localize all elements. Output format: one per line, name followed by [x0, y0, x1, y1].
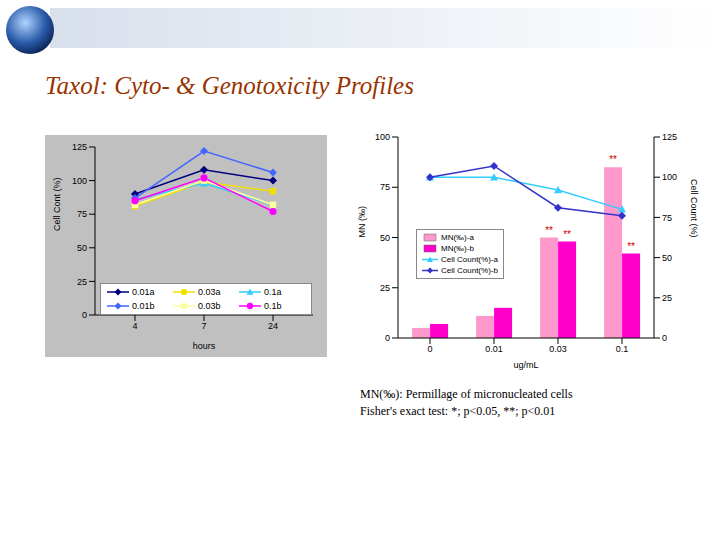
svg-text:0: 0	[82, 310, 87, 320]
svg-text:**: **	[627, 241, 635, 252]
svg-text:100: 100	[375, 132, 390, 142]
html-text:0.1b: 0.1b	[264, 301, 282, 311]
svg-text:25: 25	[380, 283, 390, 293]
svg-text:0: 0	[385, 333, 390, 343]
html-text:0.01a: 0.01a	[132, 287, 155, 297]
svg-text:25: 25	[77, 277, 87, 287]
svg-text:**: **	[545, 225, 553, 236]
html-text:0.03a: 0.03a	[198, 287, 221, 297]
html-text:MN(‰)-b: MN(‰)-b	[441, 244, 474, 253]
svg-text:25: 25	[662, 293, 672, 303]
html-text:Fisher's exact test: *; p<0.05: Fisher's exact test: *; p<0.05, **; p<0.…	[360, 404, 556, 418]
svg-text:50: 50	[380, 233, 390, 243]
svg-text:0.03: 0.03	[549, 344, 567, 354]
html-text:Cell Count(%)-b: Cell Count(%)-b	[441, 266, 498, 275]
svg-text:7: 7	[201, 321, 206, 331]
html-text:MN(‰)-a: MN(‰)-a	[441, 233, 474, 242]
svg-text:24: 24	[268, 321, 278, 331]
svg-text:75: 75	[662, 213, 672, 223]
svg-text:Cell Cont (%): Cell Cont (%)	[52, 177, 62, 231]
html-text:Taxol: Cyto- & Genotoxicity Pr: Taxol: Cyto- & Genotoxicity Profiles	[45, 72, 414, 99]
svg-text:0: 0	[662, 333, 667, 343]
svg-text:50: 50	[662, 253, 672, 263]
svg-text:Cell Count (%): Cell Count (%)	[689, 179, 699, 238]
svg-text:hours: hours	[193, 341, 216, 351]
svg-text:125: 125	[72, 142, 87, 152]
svg-text:0.1: 0.1	[616, 344, 629, 354]
svg-text:0.01: 0.01	[485, 344, 503, 354]
svg-text:0: 0	[427, 344, 432, 354]
svg-text:100: 100	[662, 172, 677, 182]
svg-text:**: **	[609, 154, 617, 165]
svg-text:100: 100	[72, 176, 87, 186]
svg-text:125: 125	[662, 132, 677, 142]
html-text:0.01b: 0.01b	[132, 301, 155, 311]
svg-text:MN (‰): MN (‰)	[357, 206, 367, 238]
html-text:0.1a: 0.1a	[264, 287, 282, 297]
svg-text:4: 4	[132, 321, 137, 331]
svg-text:**: **	[563, 229, 571, 240]
svg-text:75: 75	[380, 182, 390, 192]
svg-text:75: 75	[77, 209, 87, 219]
svg-text:50: 50	[77, 243, 87, 253]
html-text:0.03b: 0.03b	[198, 301, 221, 311]
svg-text:ug/mL: ug/mL	[513, 360, 538, 370]
html-text:MN(‰): Permillage of micronucl: MN(‰): Permillage of micronucleated cell…	[360, 387, 573, 401]
html-text:Cell Count(%)-a: Cell Count(%)-a	[441, 255, 498, 264]
